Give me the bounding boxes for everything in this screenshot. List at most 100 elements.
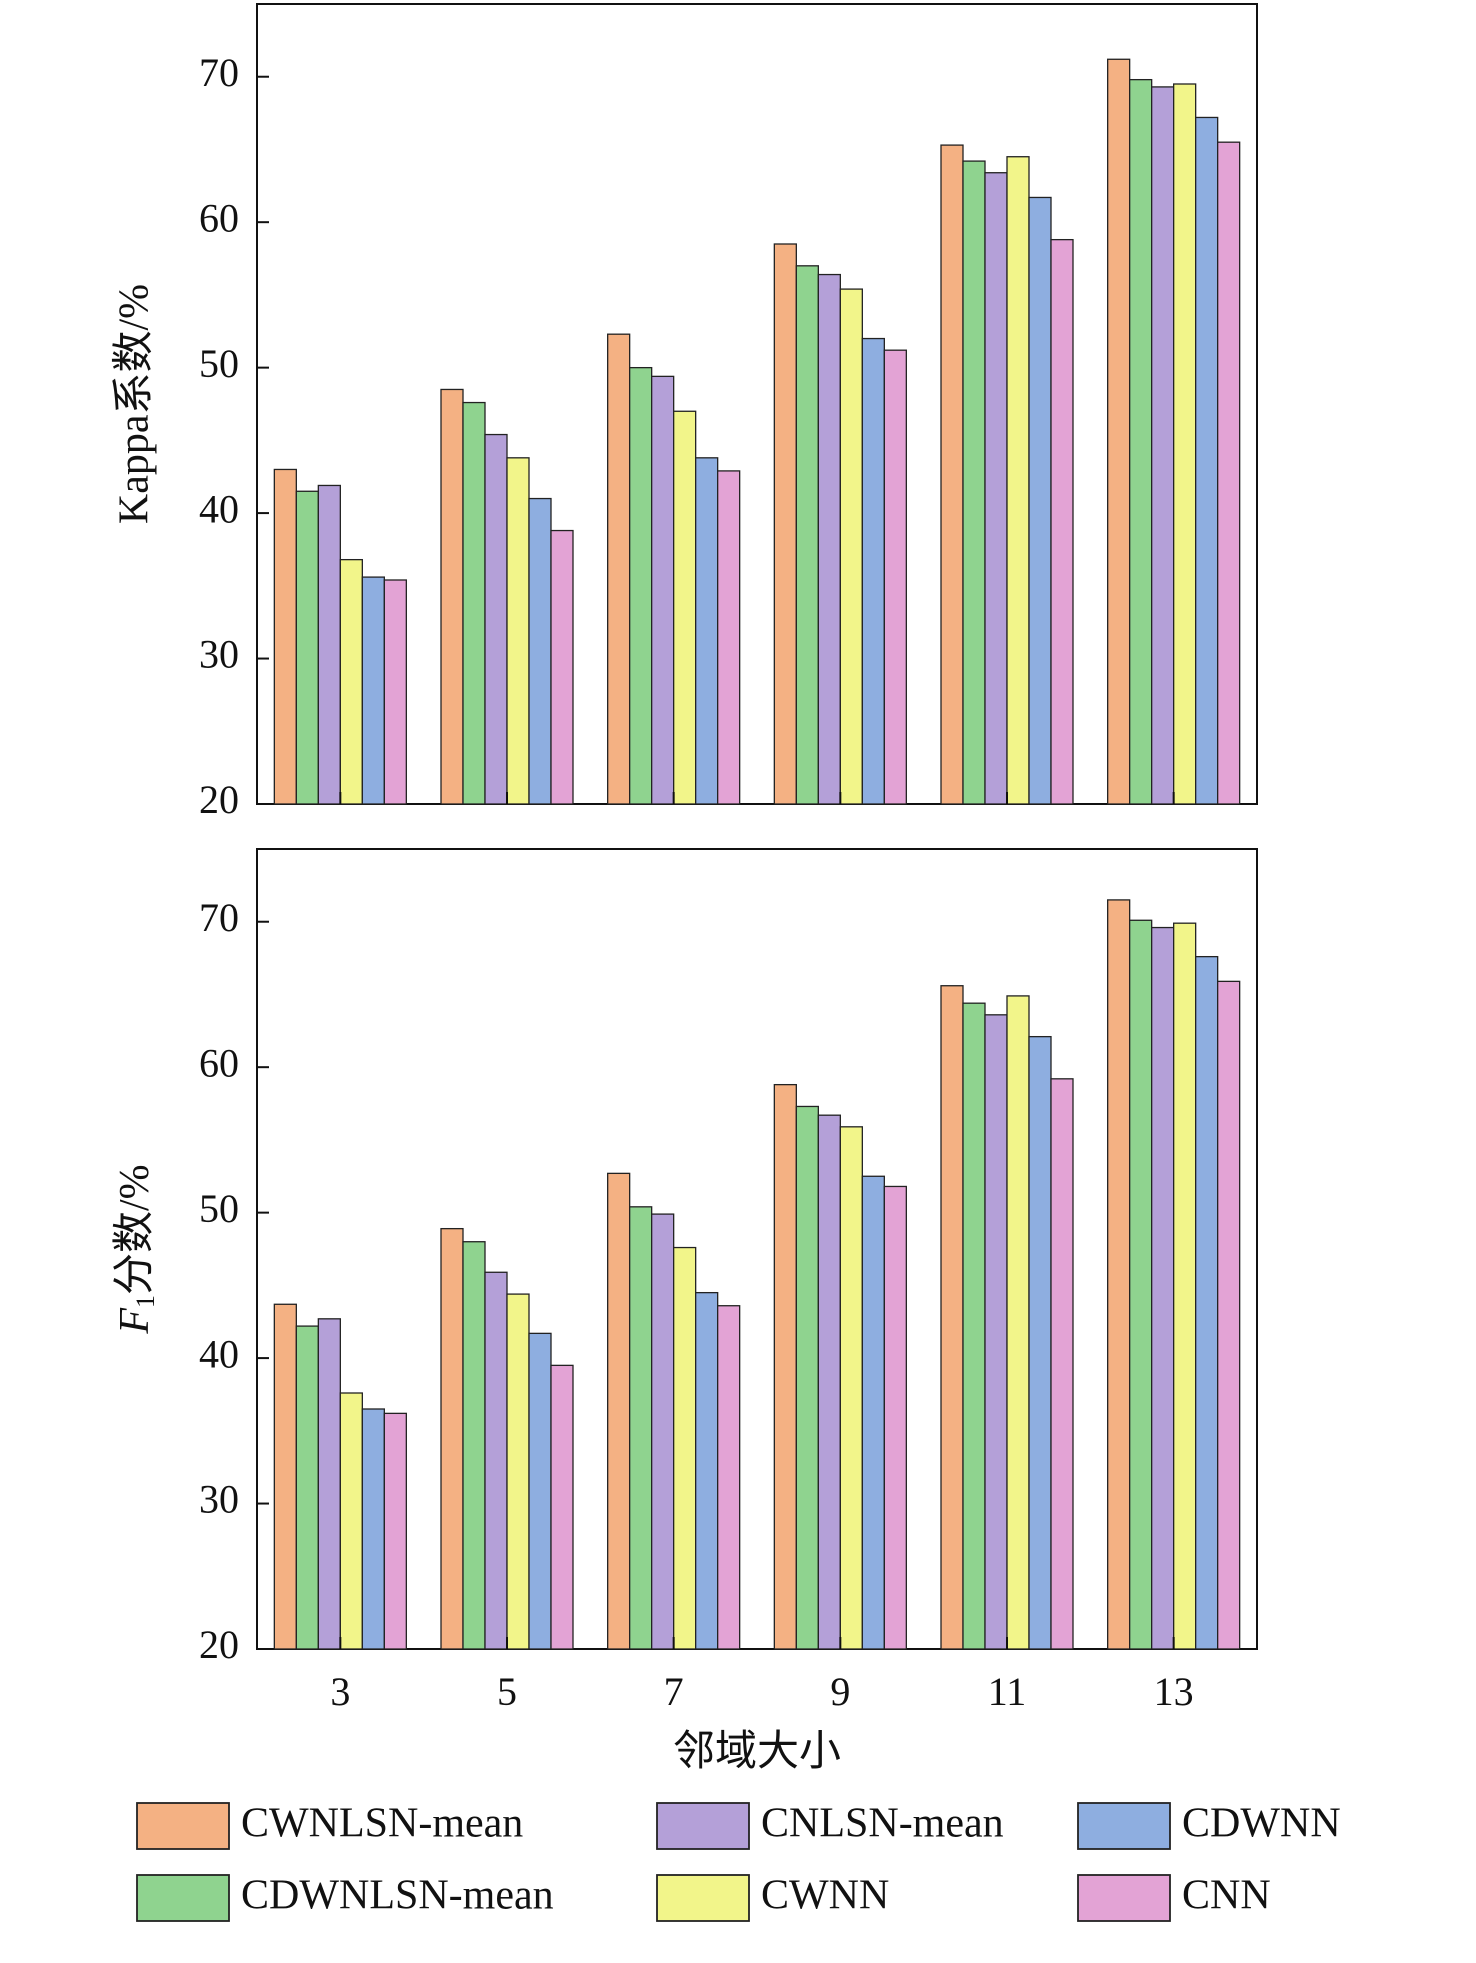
legend-swatch-cwnn	[656, 1874, 750, 1922]
f1-bar-cnn-11	[1050, 1078, 1074, 1650]
kappa-bar-cwnlsn-mean-11	[940, 144, 964, 805]
legend-swatch-cwnlsn-mean	[136, 1802, 230, 1850]
f1-bar-cdwnn-9	[861, 1175, 885, 1650]
f1-y-axis-title: F1分数/%	[112, 1164, 160, 1334]
f1-y-tick-label: 70	[199, 895, 239, 940]
kappa-bar-cnn-11	[1050, 238, 1074, 805]
legend-swatch-cdwnlsn-mean	[136, 1874, 230, 1922]
f1-bar-cnn-13	[1217, 980, 1241, 1650]
f1-bar-cdwnn-7	[695, 1291, 719, 1650]
f1-bar-cnlsn-mean-9	[817, 1114, 841, 1650]
f1-bar-cwnlsn-mean-3	[273, 1303, 297, 1650]
f1-bar-cwnlsn-mean-7	[607, 1172, 631, 1650]
kappa-bar-cnn-13	[1217, 141, 1241, 805]
kappa-bar-cnlsn-mean-11	[984, 172, 1008, 805]
f1-bar-cdwnlsn-mean-11	[962, 1002, 986, 1650]
kappa-bar-cdwnn-3	[361, 576, 385, 805]
f1-bar-cdwnlsn-mean-3	[295, 1325, 319, 1650]
kappa-bar-cnlsn-mean-3	[317, 484, 341, 805]
f1-bar-cdwnlsn-mean-5	[462, 1241, 486, 1650]
legend-label-cwnn: CWNN	[761, 1873, 889, 1919]
f1-bar-cnn-9	[883, 1185, 907, 1650]
f1-y-tick-label: 60	[199, 1040, 239, 1085]
kappa-chart-frame	[256, 3, 1258, 805]
legend-swatch-cdwnn	[1077, 1802, 1171, 1850]
kappa-bar-cwnn-3	[339, 558, 363, 805]
f1-bar-cwnlsn-mean-11	[940, 985, 964, 1650]
f1-bar-cdwnn-3	[361, 1408, 385, 1650]
legend-label-cdwnlsn-mean: CDWNLSN-mean	[241, 1873, 554, 1919]
f1-bar-cnlsn-mean-11	[984, 1014, 1008, 1650]
f1-bar-cnn-7	[717, 1305, 741, 1650]
f1-x-tick-label: 5	[497, 1669, 517, 1714]
f1-bar-cwnn-5	[506, 1293, 530, 1650]
f1-bar-cdwnlsn-mean-9	[795, 1105, 819, 1650]
kappa-y-tick-label: 20	[199, 777, 239, 822]
f1-y-axis-title-text: 分数/%	[112, 1164, 158, 1295]
f1-y-tick-label: 40	[199, 1331, 239, 1376]
f1-y-tick-label: 30	[199, 1477, 239, 1522]
kappa-chart: 20 30 40 50 60 70 Kappa系数/%	[112, 3, 1258, 822]
f1-bar-cnlsn-mean-13	[1151, 926, 1175, 1650]
kappa-bar-cwnn-7	[673, 410, 697, 805]
kappa-bar-cwnn-13	[1173, 83, 1197, 805]
kappa-bar-cwnn-9	[839, 288, 863, 805]
f1-x-tick-label: 3	[330, 1669, 350, 1714]
f1-bar-cdwnn-5	[528, 1332, 552, 1650]
kappa-bar-cdwnlsn-mean-13	[1129, 78, 1153, 805]
kappa-bar-cnn-3	[383, 579, 407, 805]
legend-label-cnn: CNN	[1182, 1873, 1271, 1919]
kappa-y-tick-label: 30	[199, 632, 239, 677]
kappa-bar-cdwnn-13	[1195, 116, 1219, 805]
f1-y-tick-label: 20	[199, 1622, 239, 1667]
f1-chart-frame	[256, 848, 1258, 1650]
f1-bar-cdwnn-11	[1028, 1035, 1052, 1650]
kappa-y-tick-label: 70	[199, 50, 239, 95]
f1-y-axis-title-subscript: 1	[131, 1295, 160, 1308]
f1-y-tick-label: 50	[199, 1186, 239, 1231]
kappa-y-tick-label: 40	[199, 486, 239, 531]
kappa-bar-cnn-7	[717, 470, 741, 805]
f1-x-tick-label: 11	[988, 1669, 1027, 1714]
f1-bar-cwnn-7	[673, 1246, 697, 1650]
kappa-bar-cnn-5	[550, 529, 574, 805]
legend-swatch-cnn	[1077, 1874, 1171, 1922]
legend-label-cdwnn: CDWNN	[1182, 1801, 1341, 1847]
f1-bar-cnn-5	[550, 1364, 574, 1650]
kappa-bar-cwnlsn-mean-9	[773, 243, 797, 805]
kappa-bar-cnlsn-mean-9	[817, 273, 841, 805]
f1-bar-cwnn-9	[839, 1126, 863, 1650]
kappa-bar-cdwnn-5	[528, 497, 552, 805]
legend: CWNLSN-mean CNLSN-mean CDWNN CDWNLSN-mean CW…	[136, 1801, 1341, 1922]
kappa-bar-cdwnlsn-mean-11	[962, 160, 986, 805]
f1-bar-cwnlsn-mean-13	[1107, 899, 1131, 1650]
legend-swatch-cnlsn-mean	[656, 1802, 750, 1850]
kappa-bar-cwnn-5	[506, 457, 530, 805]
f1-x-tick-label: 7	[664, 1669, 684, 1714]
f1-x-tick-label: 13	[1154, 1669, 1194, 1714]
kappa-bar-cwnlsn-mean-5	[440, 388, 464, 805]
f1-bar-cnlsn-mean-7	[651, 1213, 675, 1650]
f1-bar-cwnlsn-mean-5	[440, 1227, 464, 1650]
kappa-bar-cdwnn-7	[695, 457, 719, 805]
f1-chart: 20 30 40 50 60 70 3 5 7 9 11 13 F1分数/% 邻域大小	[112, 848, 1258, 1775]
f1-bar-cwnn-3	[339, 1392, 363, 1650]
legend-label-cwnlsn-mean: CWNLSN-mean	[241, 1801, 523, 1847]
kappa-bar-cnn-9	[883, 349, 907, 805]
kappa-bar-cdwnn-11	[1028, 196, 1052, 805]
kappa-bar-cwnlsn-mean-7	[607, 333, 631, 805]
f1-bar-cnn-3	[383, 1412, 407, 1650]
f1-y-axis-title-italic: F	[112, 1308, 158, 1335]
f1-x-tick-label: 9	[830, 1669, 850, 1714]
f1-bar-cdwnn-13	[1195, 955, 1219, 1650]
kappa-bar-cdwnlsn-mean-3	[295, 490, 319, 805]
kappa-y-tick-label: 60	[199, 195, 239, 240]
f1-bar-cdwnlsn-mean-13	[1129, 919, 1153, 1650]
kappa-bar-cdwnlsn-mean-5	[462, 401, 486, 805]
f1-bar-cwnlsn-mean-9	[773, 1083, 797, 1650]
f1-bar-cnlsn-mean-3	[317, 1318, 341, 1650]
kappa-bar-cdwnlsn-mean-7	[629, 366, 653, 805]
kappa-bar-cwnlsn-mean-3	[273, 468, 297, 805]
kappa-bar-cnlsn-mean-7	[651, 375, 675, 805]
